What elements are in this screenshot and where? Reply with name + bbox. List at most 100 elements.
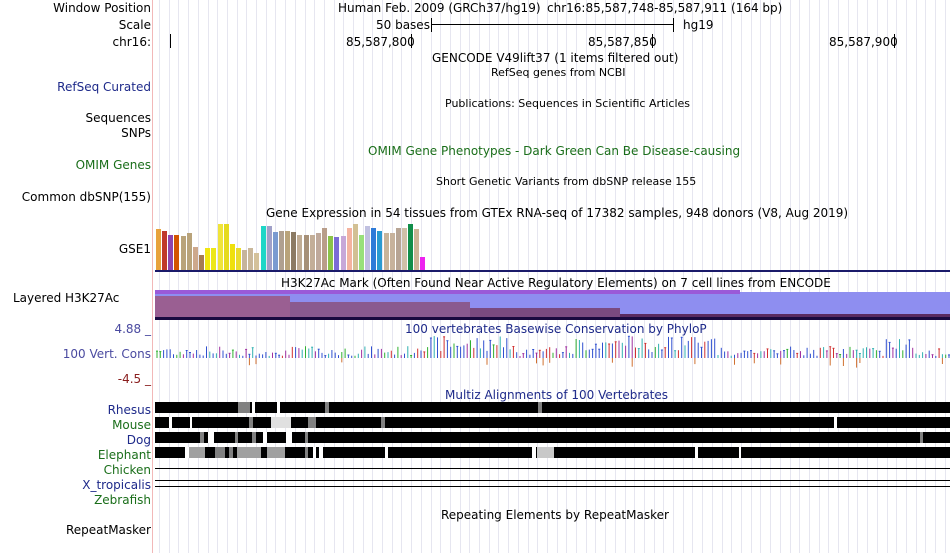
gtex-tissue-bar[interactable] [420, 257, 425, 270]
gencode-track-title[interactable]: GENCODE V49lift37 (1 items filtered out) [432, 51, 679, 65]
species-label-x-tropicalis[interactable]: X_tropicalis [82, 478, 151, 492]
scale-bar-left-end [431, 18, 432, 32]
alignment-gap [286, 432, 292, 443]
gtex-tissue-bar[interactable] [297, 235, 302, 270]
gtex-tissue-bar[interactable] [310, 235, 315, 270]
conservation-track[interactable] [155, 334, 950, 374]
alignment-gap [305, 432, 308, 443]
track-label-dbsnp[interactable]: Common dbSNP(155) [21, 190, 151, 204]
alignment-row-dog[interactable] [155, 432, 950, 443]
gtex-tissue-bar[interactable] [402, 228, 407, 270]
grid-line [625, 0, 626, 553]
gtex-tissue-bar[interactable] [365, 226, 370, 270]
gtex-tissue-bar[interactable] [390, 233, 395, 270]
gtex-tissue-bar[interactable] [162, 231, 167, 270]
gtex-tissue-bar[interactable] [168, 235, 173, 270]
gtex-tissue-bar[interactable] [199, 255, 204, 270]
gtex-tissue-bar[interactable] [156, 229, 161, 270]
gtex-tissue-bar[interactable] [230, 244, 235, 270]
grid-line [644, 0, 645, 553]
gtex-tissue-bar[interactable] [304, 235, 309, 270]
scale-bar-right-end [673, 18, 674, 32]
species-label-dog[interactable]: Dog [126, 433, 151, 447]
alignment-gap [532, 447, 536, 458]
species-label-zebrafish[interactable]: Zebrafish [94, 493, 151, 507]
gtex-tissue-bar[interactable] [408, 224, 413, 270]
gtex-tissue-bar[interactable] [211, 248, 216, 270]
track-label-refseq[interactable]: RefSeq Curated [57, 80, 151, 94]
track-label-gse1[interactable]: GSE1 [118, 242, 151, 256]
grid-line [925, 0, 926, 553]
grid-line [790, 0, 791, 553]
gtex-tissue-bar[interactable] [273, 232, 278, 270]
gtex-tissue-bar[interactable] [218, 224, 223, 270]
gtex-tissue-bar[interactable] [347, 228, 352, 270]
grid-line [780, 0, 781, 553]
gtex-tissue-bar[interactable] [341, 236, 346, 270]
grid-line [537, 0, 538, 553]
genome-browser-track-area[interactable]: Human Feb. 2009 (GRCh37/hg19) chr16:85,5… [155, 0, 950, 553]
gtex-tissue-bar[interactable] [396, 228, 401, 270]
gtex-tissue-bar[interactable] [371, 228, 376, 270]
gtex-tissue-bar[interactable] [359, 235, 364, 270]
gtex-tissue-bar[interactable] [242, 250, 247, 270]
track-label-repeatmasker[interactable]: RepeatMasker [65, 523, 151, 537]
species-label-rhesus[interactable]: Rhesus [107, 403, 151, 417]
grid-line [237, 0, 238, 553]
gtex-tissue-bar[interactable] [291, 232, 296, 270]
alignment-gap [238, 402, 250, 413]
gtex-bar-chart[interactable] [156, 222, 536, 270]
gtex-tissue-bar[interactable] [236, 248, 241, 270]
alignment-row-x-tropicalis-upper[interactable] [155, 480, 950, 481]
grid-line [770, 0, 771, 553]
h3k27ac-signal[interactable] [155, 290, 950, 320]
gtex-tissue-bar[interactable] [254, 253, 259, 270]
track-label-h3k27ac[interactable]: Layered H3K27Ac [13, 291, 120, 305]
alignment-gap [308, 417, 316, 428]
gtex-tissue-bar[interactable] [205, 248, 210, 270]
cons-min-value: -4.5 _ [117, 372, 151, 386]
gtex-tissue-bar[interactable] [353, 224, 358, 270]
grid-line [809, 0, 810, 553]
species-label-chicken[interactable]: Chicken [103, 463, 151, 477]
grid-line [363, 0, 364, 553]
grid-line [518, 0, 519, 553]
grid-line [896, 0, 897, 553]
track-label-100-vert-cons[interactable]: 100 Vert. Cons [62, 347, 151, 361]
gtex-tissue-bar[interactable] [174, 235, 179, 270]
gtex-tissue-bar[interactable] [285, 231, 290, 270]
alignment-gap [834, 417, 837, 428]
gtex-tissue-bar[interactable] [267, 226, 272, 270]
grid-line [906, 0, 907, 553]
grid-line [314, 0, 315, 553]
gtex-tissue-bar[interactable] [334, 237, 339, 270]
gtex-tissue-bar[interactable] [193, 247, 198, 270]
alignment-gap [208, 432, 214, 443]
gtex-tissue-bar[interactable] [224, 224, 229, 270]
alignment-row-rhesus[interactable] [155, 402, 950, 413]
alignment-gap [325, 402, 329, 413]
gtex-tissue-bar[interactable] [248, 248, 253, 270]
gtex-tissue-bar[interactable] [377, 231, 382, 270]
gtex-tissue-bar[interactable] [279, 231, 284, 270]
gtex-tissue-bar[interactable] [322, 228, 327, 270]
grid-line [295, 0, 296, 553]
alignment-row-chicken[interactable] [155, 468, 950, 469]
gtex-tissue-bar[interactable] [328, 236, 333, 270]
gtex-tissue-bar[interactable] [181, 236, 186, 270]
ruler-tick-1 [411, 34, 412, 48]
species-label-elephant[interactable]: Elephant [97, 448, 151, 462]
gtex-tissue-bar[interactable] [187, 233, 192, 270]
alignment-row-x-tropicalis-lower[interactable] [155, 486, 950, 487]
gtex-tissue-bar[interactable] [261, 226, 266, 270]
alignment-row-elephant[interactable] [155, 447, 950, 458]
track-label-sequences[interactable]: Sequences [85, 111, 151, 125]
track-label-omim[interactable]: OMIM Genes [75, 158, 151, 172]
gtex-tissue-bar[interactable] [414, 229, 419, 270]
alignment-gap [739, 447, 741, 458]
species-label-mouse[interactable]: Mouse [112, 418, 151, 432]
alignment-row-mouse[interactable] [155, 417, 950, 428]
gtex-tissue-bar[interactable] [384, 233, 389, 270]
gtex-tissue-bar[interactable] [316, 233, 321, 270]
track-label-snps[interactable]: SNPs [121, 126, 151, 140]
